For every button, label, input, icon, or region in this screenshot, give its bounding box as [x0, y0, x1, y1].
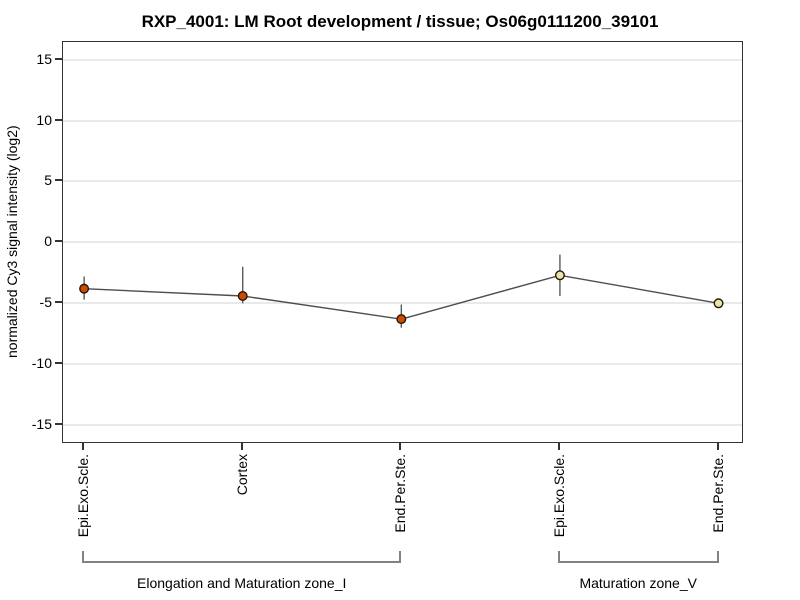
x-tick-mark: [240, 443, 243, 450]
x-tick-mark: [82, 443, 85, 450]
data-layer: [79, 254, 724, 328]
chart-title: RXP_4001: LM Root development / tissue; …: [141, 12, 659, 31]
x-category-label: End.Per.Ste.: [709, 454, 726, 533]
group-bracket-1: [82, 551, 402, 563]
gridline: [63, 302, 742, 305]
x-tick-mark: [399, 443, 402, 450]
gridline: [63, 119, 742, 122]
x-tick-mark: [557, 443, 560, 450]
group-bracket-2: [557, 551, 719, 563]
gridline: [63, 180, 742, 183]
gridline: [63, 241, 742, 244]
x-category-label: Epi.Exo.Scle.: [75, 454, 92, 538]
y-tick-label: -15: [31, 416, 52, 433]
y-tick-label: 10: [36, 111, 52, 128]
x-category-label: Cortex: [233, 454, 250, 496]
y-tick-mark: [55, 240, 62, 243]
y-tick-mark: [55, 179, 62, 182]
group-label-2: Maturation zone_V: [579, 575, 697, 591]
gridline: [63, 58, 742, 61]
data-point: [79, 283, 90, 294]
y-tick-label: -10: [31, 355, 52, 372]
data-point: [237, 290, 248, 301]
gridline: [63, 363, 742, 366]
gridline: [63, 424, 742, 427]
x-tick-mark: [716, 443, 719, 450]
y-tick-label: 15: [36, 50, 52, 67]
y-tick-label: -5: [39, 294, 52, 311]
x-category-label: End.Per.Ste.: [392, 454, 409, 533]
y-tick-mark: [55, 423, 62, 426]
y-tick-mark: [55, 118, 62, 121]
y-tick-label: 5: [44, 172, 52, 189]
data-point: [713, 298, 724, 309]
y-tick-mark: [55, 57, 62, 60]
data-point: [396, 314, 407, 325]
data-point: [554, 270, 565, 281]
y-tick-mark: [55, 362, 62, 365]
x-category-label: Epi.Exo.Scle.: [550, 454, 567, 538]
plot-area: [62, 41, 743, 443]
y-tick-label: 0: [44, 233, 52, 250]
y-tick-mark: [55, 301, 62, 304]
group-label-1: Elongation and Maturation zone_I: [137, 575, 347, 591]
